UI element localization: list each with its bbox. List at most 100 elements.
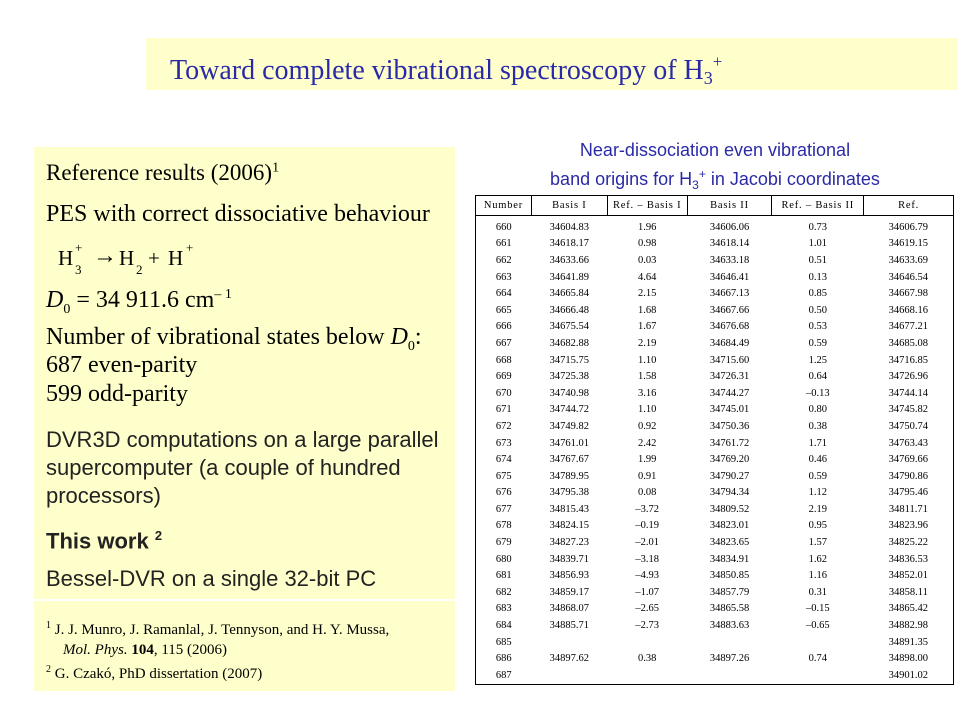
table-cell: 684: [495, 620, 512, 632]
table-cell: 34815.43: [549, 503, 590, 515]
table-cell: 34898.00: [888, 653, 929, 665]
table-cell: 1.67: [638, 321, 657, 333]
table-cell: 34823.96: [888, 520, 929, 532]
dissociation-energy: D0 = 34 911.6 cm– 1: [46, 287, 232, 317]
table-cell: [687, 667, 772, 684]
table-row: 664 34665.84 2.15 34667.13 0.85 34667.98: [476, 285, 954, 302]
table-row: 670 34740.98 3.16 34744.27 –0.13 34744.14: [476, 385, 954, 402]
table-cell: 34682.88: [549, 337, 590, 349]
column-header: Basis II: [686, 195, 773, 216]
table-cell: 34667.13: [709, 288, 750, 300]
table-row: 662 34633.66 0.03 34633.18 0.51 34633.69: [476, 252, 954, 269]
table-cell: 661: [495, 238, 512, 250]
table-cell: 34823.01: [709, 520, 750, 532]
vibrational-states-count: Number of vibrational states below D0:: [46, 324, 422, 354]
band-origins-table: Number Basis I Ref. – Basis I Basis II R…: [475, 195, 954, 685]
table-cell: 34897.26: [709, 653, 750, 665]
table-row: 677 34815.43 –3.72 34809.52 2.19 34811.71: [476, 501, 954, 518]
table-cell: 0.59: [808, 337, 827, 349]
table-cell: –0.13: [805, 387, 830, 399]
table-cell: 674: [495, 454, 512, 466]
table-cell: 0.46: [808, 454, 827, 466]
table-cell: 34633.18: [709, 254, 750, 266]
table-cell: 34767.67: [549, 454, 590, 466]
table-cell: 34897.62: [549, 653, 590, 665]
bessel-dvr-text: Bessel-DVR on a single 32-bit PC: [46, 566, 377, 591]
table-cell: 2.15: [638, 288, 657, 300]
table-cell: 34850.85: [709, 570, 750, 582]
table-row: 680 34839.71 –3.18 34834.91 1.62 34836.53: [476, 551, 954, 568]
table-cell: 681: [495, 570, 512, 582]
table-cell: 34726.31: [709, 371, 750, 383]
table-cell: 34901.02: [888, 669, 929, 681]
table-cell: 685: [495, 636, 512, 648]
table-row: 686 34897.62 0.38 34897.26 0.74 34898.00: [476, 650, 954, 667]
table-cell: 0.59: [808, 470, 827, 482]
table-cell: 34882.98: [888, 620, 929, 632]
table-cell: 670: [495, 387, 512, 399]
table-row: 685 34891.35: [476, 634, 954, 651]
table-cell: 1.16: [808, 570, 827, 582]
table-cell: 0.38: [638, 653, 657, 665]
table-cell: 34633.69: [888, 254, 929, 266]
table-cell: 680: [495, 553, 512, 565]
table-cell: 675: [495, 470, 512, 482]
table-row: 666 34675.54 1.67 34676.68 0.53 34677.21: [476, 319, 954, 336]
table-cell: 34790.27: [709, 470, 750, 482]
even-parity-count: 687 even-parity: [46, 352, 198, 378]
table-cell: 34834.91: [709, 553, 750, 565]
table-cell: 0.64: [808, 371, 827, 383]
table-cell: 34685.08: [888, 337, 929, 349]
table-cell: 665: [495, 304, 512, 316]
table-cell: 0.51: [808, 254, 827, 266]
table-row: 668 34715.75 1.10 34715.60 1.25 34716.85: [476, 352, 954, 369]
table-cell: 34827.23: [549, 537, 590, 549]
table-cell: 663: [495, 271, 512, 283]
table-cell: 34856.93: [549, 570, 590, 582]
table-row: 674 34767.67 1.99 34769.20 0.46 34769.66: [476, 451, 954, 468]
table-cell: –0.15: [805, 603, 830, 615]
table-row: 681 34856.93 –4.93 34850.85 1.16 34852.01: [476, 567, 954, 584]
table-cell: 34667.98: [888, 288, 929, 300]
table-body: 660 34604.83 1.96 34606.06 0.73 34606.79 661 34…: [475, 215, 954, 685]
table-cell: 34646.54: [888, 271, 929, 283]
table-cell: –2.73: [635, 620, 659, 632]
table-cell: 34618.17: [549, 238, 590, 250]
table-cell: 34667.66: [709, 304, 750, 316]
table-cell: 34883.63: [709, 620, 750, 632]
table-cell: 34749.82: [549, 420, 590, 432]
table-cell: 0.85: [808, 288, 827, 300]
table-cell: 677: [495, 503, 512, 515]
table-cell: 1.57: [808, 537, 827, 549]
table-cell: 34666.48: [549, 304, 590, 316]
table-cell: 686: [495, 653, 512, 665]
table-cell: 34745.82: [888, 404, 929, 416]
table-cell: 679: [495, 537, 512, 549]
table-cell: 34750.36: [709, 420, 750, 432]
table-cell: 671: [495, 404, 512, 416]
table-cell: 0.95: [808, 520, 827, 532]
table-row: 683 34868.07 –2.65 34865.58 –0.15 34865.42: [476, 601, 954, 618]
table-cell: 0.80: [808, 404, 827, 416]
table-cell: 683: [495, 603, 512, 615]
table-cell: 34619.15: [888, 238, 929, 250]
table-cell: 673: [495, 437, 512, 449]
odd-parity-count: 599 odd-parity: [46, 381, 188, 407]
table-cell: [607, 667, 687, 684]
references-panel: [34, 601, 455, 691]
table-cell: 34740.98: [549, 387, 590, 399]
table-cell: –0.19: [635, 520, 659, 532]
table-cell: 34750.74: [888, 420, 929, 432]
table-cell: 34641.89: [549, 271, 590, 283]
table-cell: 4.64: [638, 271, 657, 283]
column-header: Number: [475, 195, 532, 216]
table-cell: 0.91: [638, 470, 657, 482]
table-cell: 34769.20: [709, 454, 750, 466]
column-header: Ref. – Basis I: [606, 195, 688, 216]
table-cell: 662: [495, 254, 512, 266]
table-cell: 0.73: [808, 221, 827, 233]
table-cell: 34761.01: [549, 437, 590, 449]
table-cell: 34618.14: [709, 238, 750, 250]
table-cell: 1.96: [638, 221, 657, 233]
table-cell: 34865.42: [888, 603, 929, 615]
